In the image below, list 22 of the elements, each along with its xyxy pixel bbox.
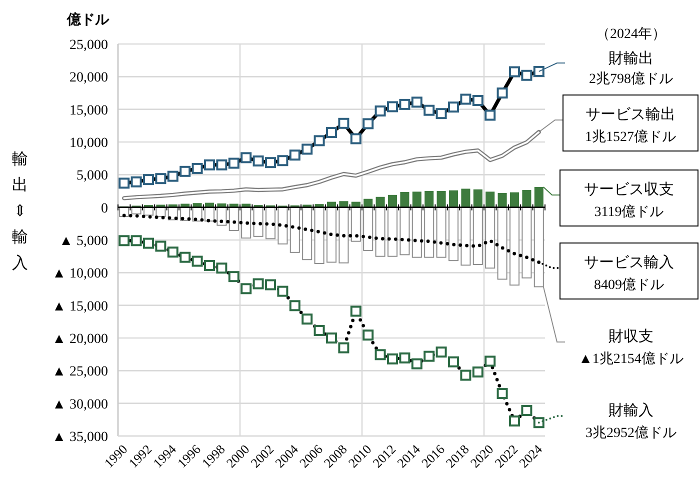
y-tick-label: 20,000: [70, 70, 108, 86]
y-tick-label: ▲ 5,000: [59, 234, 108, 249]
text: （2024年）: [596, 26, 666, 42]
annotation: ▲1兆2154億ドル: [578, 351, 684, 367]
legend-label: サービス輸入: [584, 254, 674, 271]
y-tick-label: ▲ 10,000: [52, 266, 108, 282]
y-axis-title: 億ドル: [66, 11, 110, 28]
legend-label: サービス収支: [584, 181, 674, 198]
y-tick-label: 10,000: [70, 136, 108, 151]
label-サービス輸出: サービス輸出 1兆1527億ドル: [538, 94, 698, 152]
y-tick-label: ▲ 30,000: [52, 397, 108, 412]
label-財輸出: 財輸出 2兆798億ドル: [538, 51, 673, 87]
text: 輸出⇕輸入: [12, 151, 28, 272]
y-tick-label: 25,000: [70, 38, 108, 53]
label-サービス収支: サービス収支 3119億ドル: [542, 170, 698, 226]
y-tick-label: ▲ 20,000: [52, 332, 108, 347]
y-tick-label: 5,000: [76, 168, 108, 184]
y-tick-label: ▲ 15,000: [52, 299, 108, 314]
label-財輸入: 財輸入 3兆2952億ドル: [538, 403, 676, 441]
y-tick-label: 0: [101, 201, 108, 216]
y-tick-label: ▲ 25,000: [52, 364, 108, 380]
y-tick-label: 15,000: [70, 103, 108, 118]
